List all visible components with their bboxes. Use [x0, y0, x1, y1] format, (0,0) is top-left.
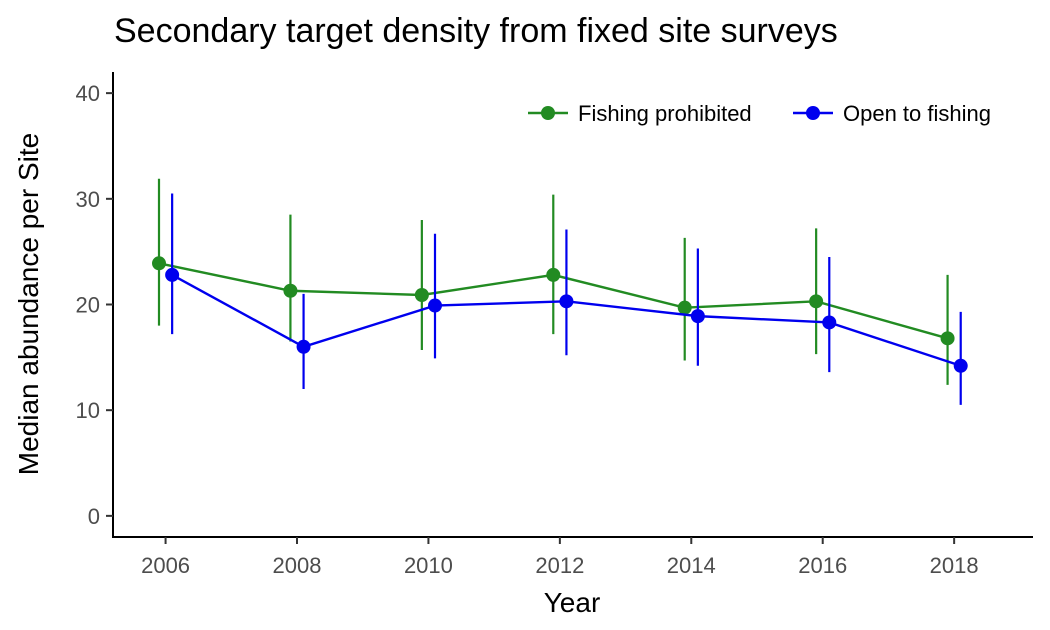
- y-tick-label: 0: [88, 504, 100, 529]
- y-tick-label: 30: [76, 187, 100, 212]
- data-point: [546, 267, 561, 282]
- data-point: [296, 339, 311, 354]
- legend-item: Open to fishing: [793, 101, 991, 126]
- legend-point-swatch: [541, 106, 555, 120]
- x-tick-label: 2012: [535, 553, 584, 578]
- legend-item: Fishing prohibited: [528, 101, 752, 126]
- data-point: [822, 315, 837, 330]
- data-point: [283, 283, 298, 298]
- y-tick-label: 20: [76, 293, 100, 318]
- legend: Fishing prohibited Open to fishing: [528, 101, 991, 126]
- data-point: [428, 298, 442, 313]
- x-tick-label: 2006: [141, 553, 190, 578]
- series-layer: [152, 178, 968, 405]
- x-tick-label: 2016: [798, 553, 847, 578]
- legend-label: Fishing prohibited: [578, 101, 752, 126]
- data-point: [809, 294, 824, 309]
- data-point: [690, 309, 705, 324]
- data-point: [559, 294, 574, 309]
- x-tick-label: 2014: [667, 553, 716, 578]
- y-ticks: 0 10 20 30 40: [76, 81, 113, 529]
- legend-label: Open to fishing: [843, 101, 991, 126]
- data-point: [940, 331, 955, 346]
- data-point: [953, 358, 968, 373]
- y-tick-label: 40: [76, 81, 100, 106]
- x-tick-label: 2010: [404, 553, 453, 578]
- series-open-to-fishing: [165, 193, 968, 405]
- x-tick-label: 2018: [930, 553, 979, 578]
- data-point: [677, 300, 692, 315]
- series-fishing-prohibited: [152, 178, 955, 385]
- legend-point-swatch: [806, 106, 820, 120]
- data-point: [165, 267, 180, 282]
- x-ticks: 2006 2008 2010 2012 2014 2016 2018: [141, 537, 979, 578]
- data-point: [414, 287, 429, 302]
- y-tick-label: 10: [76, 398, 100, 423]
- y-axis-title: Median abundance per Site: [13, 133, 44, 475]
- chart-title: Secondary target density from fixed site…: [114, 12, 838, 50]
- data-point: [152, 256, 166, 271]
- x-axis-title: Year: [544, 587, 601, 618]
- x-tick-label: 2008: [273, 553, 322, 578]
